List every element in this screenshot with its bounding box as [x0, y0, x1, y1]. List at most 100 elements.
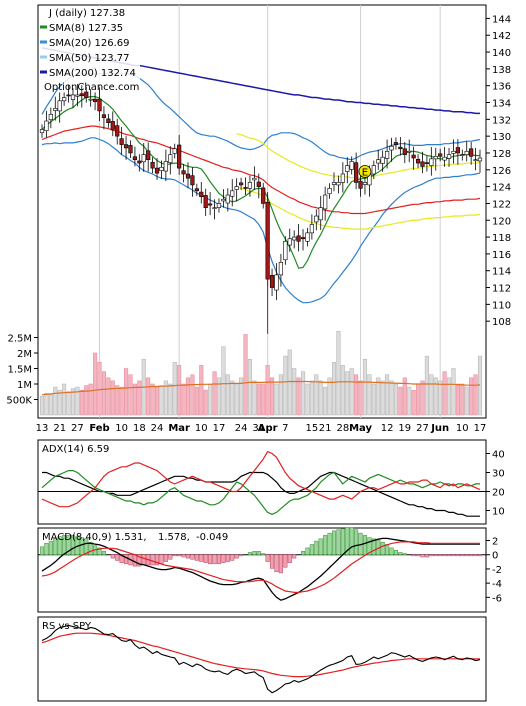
candle-body [354, 162, 359, 183]
envelope-upper-line [236, 133, 481, 179]
candle-body [292, 236, 297, 241]
macd-tick-label: -6 [492, 593, 502, 604]
candle-body [433, 156, 438, 160]
macd-histogram-bar [66, 535, 71, 555]
macd-histogram-bar [39, 546, 45, 555]
macd-histogram-bar [477, 554, 483, 557]
price-tick-label: 116 [492, 250, 511, 261]
candle-body [477, 157, 483, 162]
macd-tick-label: 2 [492, 537, 498, 548]
price-tick-label: 142 [492, 31, 511, 42]
macd-histogram-bar [460, 554, 465, 557]
volume-bar [336, 331, 341, 416]
macd-histogram-bar [115, 554, 120, 561]
candle-body [393, 142, 399, 145]
macd-histogram-bar [336, 529, 341, 555]
candle-body [137, 160, 142, 164]
volume-bar [128, 374, 133, 416]
volume-tick-label: 1.5M [7, 365, 32, 376]
candle-body [66, 94, 71, 97]
candle-body [199, 191, 204, 198]
adx-label: ADX(14) 6.59 [42, 444, 109, 455]
candle-body [384, 150, 390, 159]
volume-bar [239, 377, 244, 416]
candle-body [407, 150, 412, 153]
volume-bar [367, 374, 372, 416]
macd-histogram-bar [101, 551, 106, 555]
macd-histogram-bar [349, 527, 354, 555]
macd-histogram-bar [446, 554, 452, 557]
earnings-marker [358, 165, 372, 178]
macd-histogram-bar [433, 554, 438, 557]
macd-histogram-bar [194, 554, 199, 561]
macd-histogram-bar [221, 554, 226, 563]
date-tick-label: 17 [474, 423, 487, 434]
macd-histogram-bar [70, 535, 76, 555]
date-tick-label: 18 [133, 423, 146, 434]
macd-histogram-bar [292, 554, 297, 559]
volume-bar [225, 374, 230, 416]
macd-histogram-bar [48, 540, 53, 555]
legend-entry: SMA(50) 123.77 [49, 53, 130, 64]
candle-body [252, 177, 257, 181]
candle-body [119, 138, 124, 145]
candle-body [424, 162, 430, 164]
volume-bar [376, 377, 381, 416]
price-tick-label: 128 [492, 149, 511, 160]
adx-tick-label: 10 [492, 507, 505, 518]
candle-body [336, 182, 341, 186]
volume-tick-label: 2M [17, 349, 32, 360]
macd-histogram-bar [318, 538, 323, 555]
macd-histogram-bar [208, 554, 213, 565]
date-tick-label: 12 [381, 423, 394, 434]
macd-histogram-bar [199, 554, 204, 562]
candle-body [309, 224, 314, 234]
volume-bar [270, 377, 275, 416]
date-tick-label: 15 [306, 423, 319, 434]
volume-bar [296, 377, 301, 416]
volume-bar [252, 380, 257, 416]
candle-body [70, 94, 76, 100]
macd-histogram-bar [323, 535, 328, 555]
volume-bar [433, 377, 438, 416]
candle-body [212, 207, 217, 209]
macd-value-2: -0.049 [196, 532, 228, 543]
volume-bar [323, 386, 328, 416]
macd-histogram-bar [216, 554, 222, 565]
volume-bar [429, 374, 434, 416]
legend-entry: SMA(20) 126.69 [49, 38, 130, 49]
volume-bar [243, 334, 248, 416]
candle-body [323, 194, 328, 210]
volume-bar [261, 383, 266, 416]
macd-histogram-bar [389, 547, 394, 555]
volume-bar [460, 383, 465, 416]
macd-panel: 2 0 -2 -4 -6 MACD(8,40,9) 1.531, 1.578, -0.049 [37, 527, 502, 613]
macd-histogram-bar [234, 554, 239, 559]
candle-body [225, 194, 230, 204]
macd-histogram-bar [53, 538, 58, 555]
macd-histogram-bar [212, 554, 217, 565]
candle-body [168, 154, 173, 163]
macd-histogram-bar [309, 544, 314, 555]
volume-bar [314, 374, 319, 416]
volume-bar [438, 380, 443, 416]
volume-bar [340, 365, 345, 416]
date-tick-label: 28 [336, 423, 349, 434]
candle-body [455, 147, 460, 154]
volume-axis: 500K 1M 1.5M 2M 2.5M [6, 334, 38, 407]
volume-bar [420, 380, 425, 416]
adx-line [42, 471, 480, 517]
candle-body [274, 274, 279, 291]
candle-body [380, 156, 385, 164]
volume-bar [172, 362, 177, 416]
candle-body [181, 170, 186, 175]
macd-histogram-bar [261, 553, 266, 555]
candle-body [97, 98, 102, 112]
volume-bar [402, 377, 407, 416]
rs-line [41, 624, 481, 694]
candle-body [340, 173, 345, 183]
volume-bar [345, 371, 350, 416]
legend-entry: SMA(200) 132.74 [49, 68, 136, 79]
candle-body [265, 201, 270, 280]
volume-bar [349, 368, 354, 416]
